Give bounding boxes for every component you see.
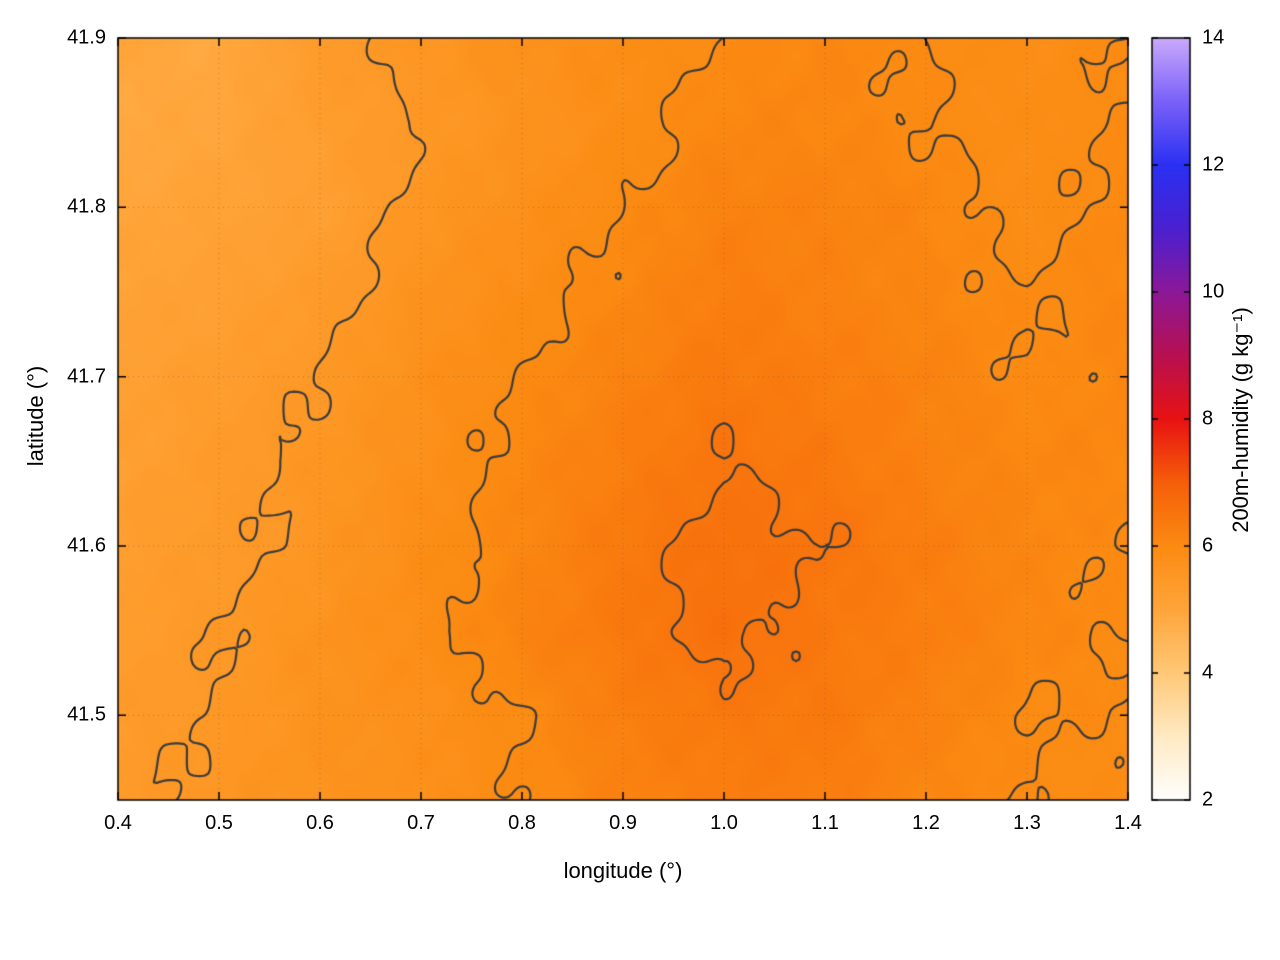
x-tick-label: 1.4	[1114, 812, 1142, 834]
x-tick-label: 0.6	[306, 812, 334, 834]
x-tick-label: 1.2	[912, 812, 940, 834]
x-tick-label: 0.9	[609, 812, 637, 834]
y-tick-label: 41.7	[67, 365, 106, 388]
colorbar-tick-label: 12	[1202, 153, 1225, 176]
x-tick-label: 0.5	[205, 812, 233, 834]
y-axis-label: latitude (°)	[23, 365, 48, 467]
colorbar-tick-label: 8	[1202, 407, 1214, 430]
colorbar-label: 200m-humidity (g kg⁻¹)	[1228, 307, 1253, 533]
x-tick-label: 0.7	[407, 812, 435, 834]
x-tick-label: 1.1	[811, 812, 839, 834]
colorbar-tick-label: 2	[1202, 788, 1214, 811]
colorbar-tick-label: 6	[1202, 534, 1214, 557]
colorbar-tick-label: 14	[1202, 26, 1225, 49]
x-tick-label: 1.0	[710, 812, 738, 834]
x-tick-label: 0.8	[508, 812, 536, 834]
colorbar-tick-label: 4	[1202, 661, 1214, 684]
y-tick-label: 41.6	[67, 534, 106, 557]
y-tick-label: 41.5	[67, 703, 106, 726]
x-axis-label: longitude (°)	[563, 858, 683, 883]
colorbar-tick-label: 10	[1202, 280, 1225, 303]
x-tick-label: 1.3	[1013, 812, 1041, 834]
x-tick-label: 0.4	[104, 812, 132, 834]
y-tick-label: 41.8	[67, 195, 106, 218]
y-tick-label: 41.9	[67, 26, 106, 49]
